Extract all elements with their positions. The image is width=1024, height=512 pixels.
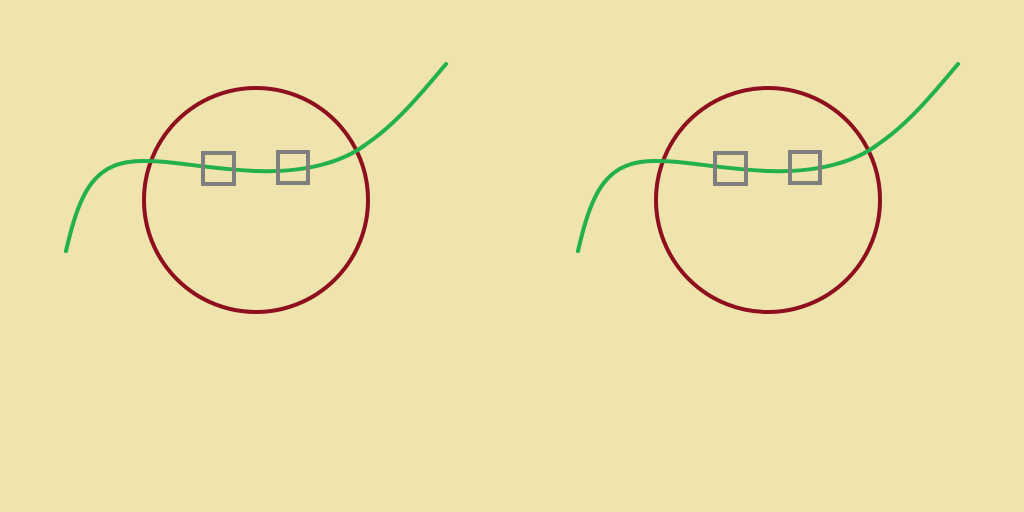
square-left [713,151,748,186]
circle [142,86,370,314]
square-right [788,150,822,185]
panel-right [576,62,960,314]
circle [654,86,882,314]
curve [64,62,448,253]
square-right [276,150,310,185]
square-left [201,151,236,186]
curve [576,62,960,253]
panel-left [64,62,448,314]
